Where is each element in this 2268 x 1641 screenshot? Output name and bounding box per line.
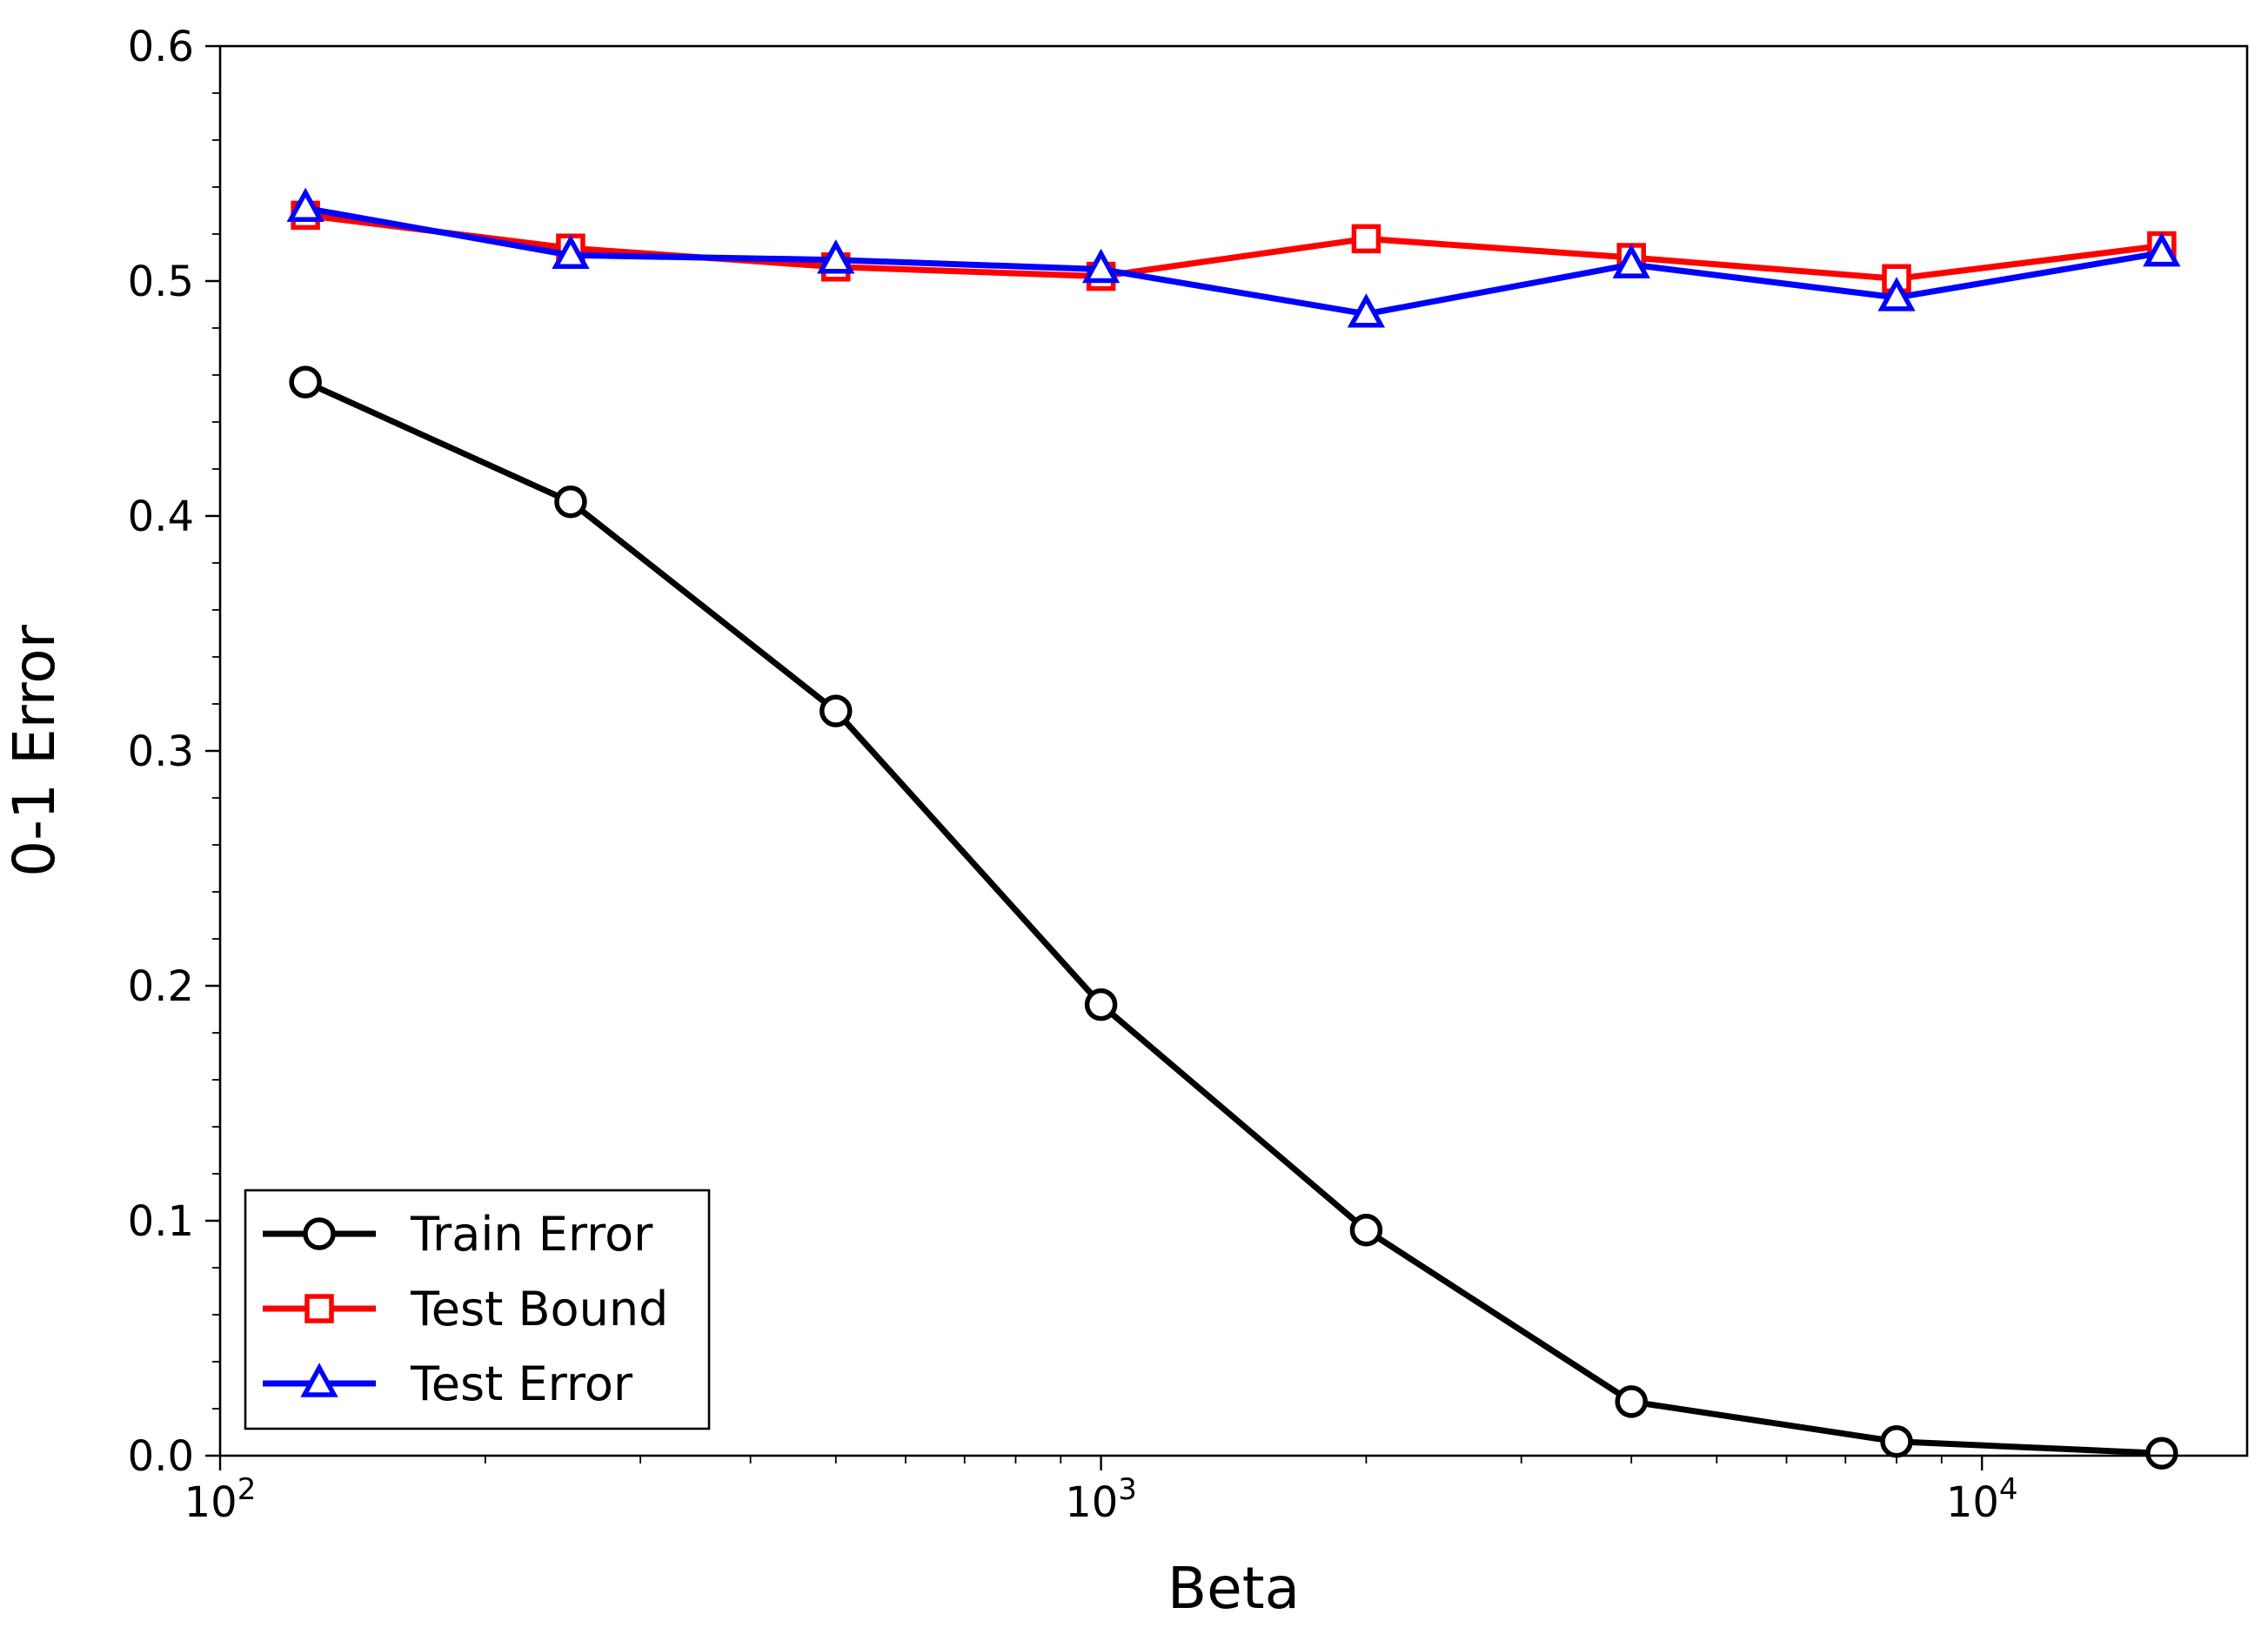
point-test-error xyxy=(2143,231,2181,267)
point-train-error xyxy=(2145,1437,2178,1470)
point-train-error xyxy=(1880,1425,1913,1458)
line-test-error xyxy=(304,204,2163,318)
major-ticks: 0.0 0.1 0.2 0.3 0.4 0.5 0.6 102 103 104 xyxy=(128,23,2018,1527)
legend: Train Error Test Bound Test Error xyxy=(244,1189,711,1430)
y-tick-label: 0.6 xyxy=(128,23,194,71)
x-tick-label: 103 xyxy=(1065,1472,1137,1527)
line-train-error xyxy=(304,378,2163,1457)
y-tick-label: 0.3 xyxy=(128,727,194,776)
point-test-error xyxy=(817,238,855,274)
point-train-error xyxy=(289,365,322,399)
line-test-bound xyxy=(304,211,2163,282)
y-tick-label: 0.1 xyxy=(128,1197,194,1246)
series-train-error xyxy=(289,365,2178,1470)
x-axis-title: Beta xyxy=(1167,1555,1300,1622)
series-test-error xyxy=(286,187,2181,328)
y-tick-label: 0.2 xyxy=(128,962,194,1011)
plot-frame xyxy=(218,44,2249,1457)
point-test-bound xyxy=(1351,224,1382,254)
point-train-error xyxy=(554,486,587,519)
y-tick-label: 0.0 xyxy=(128,1432,194,1481)
y-tick-label: 0.5 xyxy=(128,258,194,306)
x-tick-label: 104 xyxy=(1946,1472,2018,1527)
point-train-error xyxy=(820,694,853,727)
series-layer xyxy=(286,187,2181,1470)
point-train-error xyxy=(1084,988,1118,1021)
legend-label-test-error: Test Error xyxy=(410,1356,633,1411)
point-train-error xyxy=(1349,1214,1383,1247)
legend-marker-train-error xyxy=(303,1217,336,1250)
legend-marker-test-bound xyxy=(304,1294,334,1323)
legend-label-train-error: Train Error xyxy=(410,1207,653,1262)
point-test-error xyxy=(1877,277,1916,311)
legend-label-test-bound: Test Bound xyxy=(410,1282,668,1336)
y-axis-title: 0-1 Error xyxy=(1,624,68,877)
point-test-error xyxy=(286,187,324,223)
point-test-error xyxy=(1081,248,1121,284)
legend-marker-test-error xyxy=(300,1363,338,1397)
minor-ticks xyxy=(212,92,1943,1464)
x-tick-label: 102 xyxy=(184,1472,257,1527)
point-test-error xyxy=(552,234,590,270)
point-test-error xyxy=(1612,244,1650,278)
point-train-error xyxy=(1615,1385,1648,1418)
y-tick-label: 0.4 xyxy=(128,492,194,541)
point-test-error xyxy=(1347,293,1386,328)
